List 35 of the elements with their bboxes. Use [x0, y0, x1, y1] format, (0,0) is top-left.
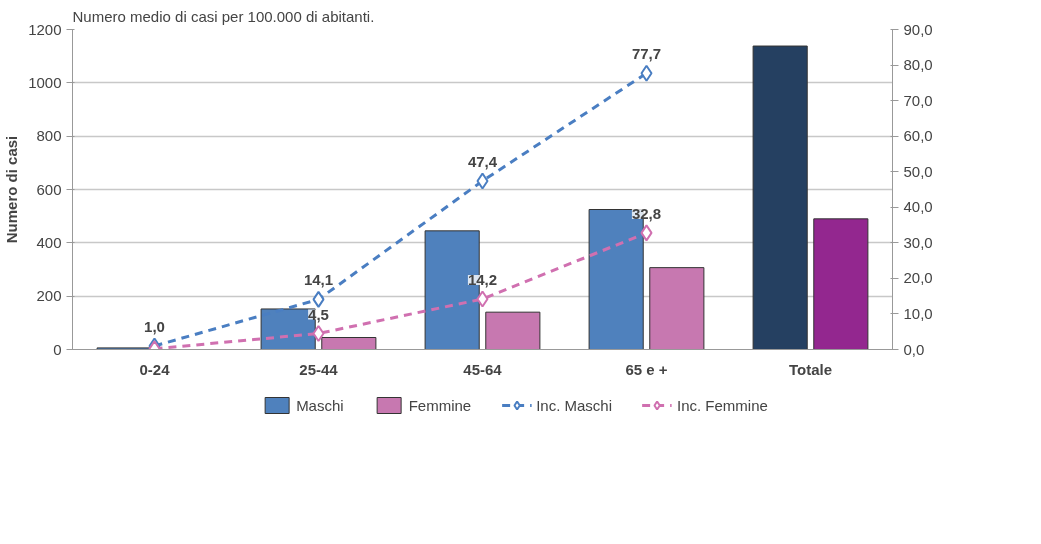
y2-tick-label: 50,0 — [903, 162, 933, 180]
y-tick-label: 600 — [36, 180, 62, 198]
y2-tick-label: 20,0 — [903, 269, 933, 287]
y2-tick-label: 60,0 — [903, 127, 933, 145]
legend-label: Inc. Femmine — [677, 396, 768, 414]
data-label: 77,7 — [631, 45, 662, 63]
y-axis-title: Numero di casi — [3, 135, 21, 244]
legend-label: Inc. Maschi — [536, 396, 613, 414]
y-tick-label: 0 — [53, 340, 62, 358]
data-label: 14,1 — [303, 271, 334, 289]
y-tick-label: 400 — [36, 233, 62, 251]
y-tick-label: 1000 — [28, 73, 62, 91]
y2-tick-label: 40,0 — [903, 198, 933, 216]
y2-tick-label: 70,0 — [903, 91, 933, 109]
data-label: 4,5 — [308, 305, 329, 323]
legend-label: Maschi — [296, 396, 344, 414]
y2-tick-label: 30,0 — [903, 233, 933, 251]
y-tick-label: 1200 — [28, 20, 62, 38]
data-label: 14,2 — [467, 271, 498, 289]
legend-label: Femmine — [408, 396, 472, 414]
y2-tick-label: 90,0 — [903, 20, 933, 38]
data-label: 47,4 — [467, 152, 498, 170]
y2-tick-label: 0,0 — [903, 340, 925, 358]
x-tick-label: 65 e + — [625, 360, 668, 378]
y-tick-label: 800 — [36, 127, 62, 145]
x-tick-label: 25-44 — [299, 360, 339, 378]
y-tick-label: 200 — [36, 287, 62, 305]
y2-tick-label: 80,0 — [903, 56, 933, 74]
x-tick-label: 45-64 — [463, 360, 503, 378]
chart-title: Numero medio di casi per 100.000 di abitanti. — [72, 7, 375, 25]
x-tick-label: 0-24 — [139, 360, 171, 378]
x-tick-label: Totale — [788, 360, 833, 378]
data-label: 1,0 — [144, 317, 165, 335]
y2-tick-label: 10,0 — [903, 304, 933, 322]
data-label: 32,8 — [631, 204, 662, 222]
